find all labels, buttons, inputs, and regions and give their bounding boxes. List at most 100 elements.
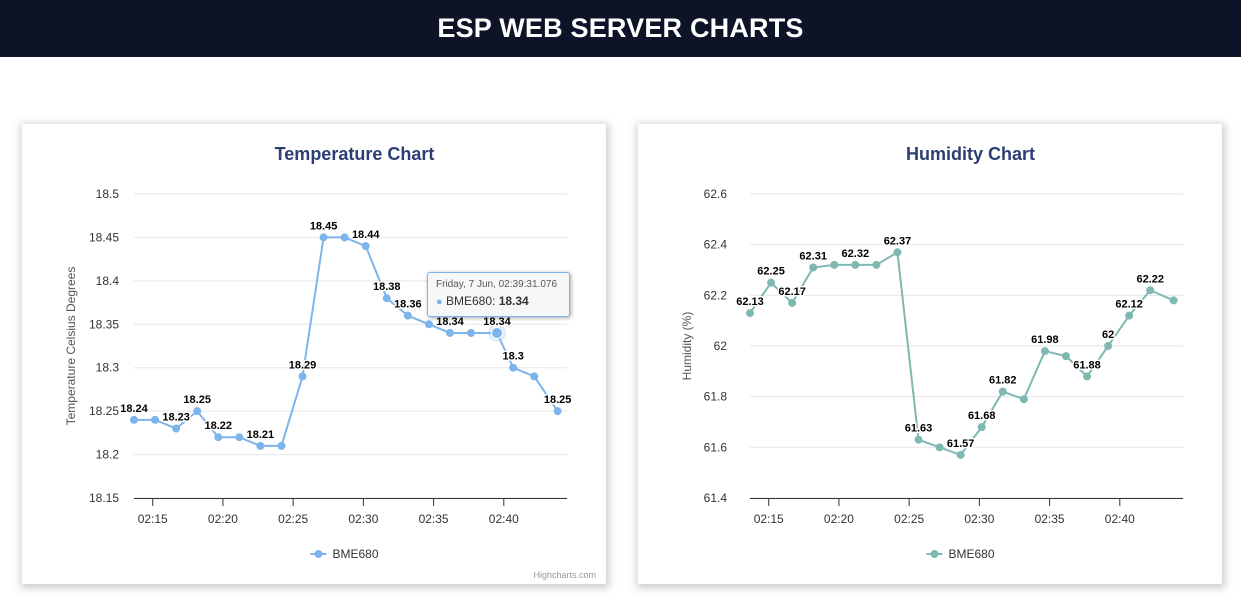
- data-label: 62.37: [884, 235, 912, 247]
- data-point[interactable]: [893, 248, 902, 257]
- data-point[interactable]: [530, 372, 539, 381]
- data-point[interactable]: [1169, 296, 1178, 305]
- tooltip-header: Friday, 7 Jun, 02:39:31.076: [436, 279, 558, 290]
- x-tick-label: 02:20: [824, 512, 854, 526]
- data-point[interactable]: [956, 450, 965, 459]
- data-label: 61.57: [947, 438, 975, 450]
- data-point[interactable]: [1104, 342, 1113, 350]
- page-title: ESP WEB SERVER CHARTS: [437, 13, 804, 43]
- data-label: 61.82: [989, 375, 1017, 387]
- x-tick-label: 02:15: [138, 512, 168, 526]
- x-tick-label: 02:25: [894, 512, 924, 526]
- x-tick-label: 02:35: [1035, 512, 1065, 526]
- y-axis-title: Temperature Celsius Degrees: [64, 267, 78, 426]
- data-point[interactable]: [1083, 372, 1092, 381]
- data-point[interactable]: [298, 372, 307, 381]
- data-label: 62.31: [799, 250, 827, 262]
- data-point[interactable]: [788, 298, 797, 307]
- data-label: 62.17: [778, 286, 806, 298]
- data-label: 18.21: [247, 429, 275, 441]
- data-point[interactable]: [1061, 352, 1070, 361]
- data-label: 61.98: [1031, 334, 1059, 346]
- series-line: [749, 251, 1175, 456]
- data-point[interactable]: [1146, 286, 1155, 295]
- data-point[interactable]: [382, 294, 391, 303]
- data-point[interactable]: [872, 260, 881, 269]
- y-tick-label: 62: [714, 339, 728, 353]
- x-tick-label: 02:35: [419, 512, 449, 526]
- data-point[interactable]: [130, 415, 138, 424]
- data-point[interactable]: [977, 423, 986, 432]
- x-tick-label: 02:40: [489, 512, 519, 526]
- y-tick-label: 62.2: [704, 288, 728, 302]
- data-label: 18.22: [204, 420, 232, 432]
- data-label: 62.25: [757, 266, 785, 278]
- data-point[interactable]: [1040, 347, 1049, 356]
- data-point[interactable]: [809, 263, 818, 272]
- data-point[interactable]: [830, 260, 839, 269]
- data-label: 18.25: [183, 394, 211, 406]
- data-label: 18.38: [373, 281, 401, 293]
- data-point[interactable]: [445, 328, 454, 337]
- y-tick-label: 62.4: [704, 238, 728, 252]
- y-tick-label: 61.6: [704, 440, 728, 454]
- data-point[interactable]: [509, 363, 518, 372]
- y-tick-label: 18.4: [96, 274, 120, 288]
- legend-item-label[interactable]: BME680: [949, 547, 995, 561]
- y-tick-label: 18.3: [96, 361, 120, 375]
- data-point[interactable]: [553, 407, 562, 416]
- data-point[interactable]: [403, 311, 412, 320]
- data-point[interactable]: [491, 326, 504, 339]
- data-point[interactable]: [319, 233, 328, 242]
- legend-marker-icon[interactable]: [314, 550, 323, 558]
- y-axis-title: Humidity (%): [680, 312, 694, 381]
- humidity-chart[interactable]: Humidity Chart 61.4 61.6 61.8 62 62.2 62.4 62.6…: [638, 124, 1222, 584]
- chart-title: Humidity Chart: [906, 144, 1035, 164]
- data-point[interactable]: [361, 242, 370, 251]
- y-tick-label: 18.25: [89, 404, 119, 418]
- legend-item-label[interactable]: BME680: [333, 547, 379, 561]
- highcharts-credits-link[interactable]: Highcharts.com: [533, 570, 596, 580]
- data-point[interactable]: [235, 433, 244, 442]
- chart-title: Temperature Chart: [275, 144, 435, 164]
- data-point[interactable]: [424, 320, 433, 329]
- data-point[interactable]: [256, 441, 265, 450]
- x-tick-label: 02:15: [754, 512, 784, 526]
- data-label: 61.63: [905, 423, 933, 435]
- data-label: 62.32: [842, 248, 870, 260]
- x-tick-label: 02:30: [964, 512, 994, 526]
- data-label: 62.12: [1115, 299, 1143, 311]
- x-tick-label: 02:30: [348, 512, 378, 526]
- legend-marker-icon[interactable]: [930, 550, 939, 558]
- data-point[interactable]: [935, 443, 944, 452]
- temperature-chart-card: Temperature Chart 18.15 18.2 18.25 18.3 18.35…: [22, 124, 606, 584]
- data-point[interactable]: [1019, 395, 1028, 404]
- data-point[interactable]: [998, 387, 1007, 396]
- data-label: 62.22: [1136, 273, 1164, 285]
- y-tick-label: 18.2: [96, 448, 120, 462]
- data-label: 18.24: [120, 403, 148, 415]
- y-tick-label: 62.6: [704, 187, 728, 201]
- data-label: 62: [1102, 329, 1114, 341]
- data-label: 61.88: [1073, 359, 1101, 371]
- x-tick-label: 02:20: [208, 512, 238, 526]
- data-label: 62.13: [736, 296, 764, 308]
- tooltip-series-dot-icon: ●: [436, 296, 443, 308]
- data-point[interactable]: [340, 233, 349, 242]
- tooltip-body: ● BME680: 18.34: [436, 294, 529, 308]
- data-point[interactable]: [151, 415, 160, 424]
- data-point[interactable]: [214, 433, 223, 442]
- data-point[interactable]: [193, 407, 202, 416]
- data-point[interactable]: [746, 309, 754, 318]
- y-tick-label: 18.45: [89, 230, 119, 244]
- data-point[interactable]: [767, 278, 776, 287]
- data-point[interactable]: [467, 328, 476, 337]
- data-point[interactable]: [277, 441, 286, 450]
- data-point[interactable]: [1125, 311, 1134, 320]
- temperature-chart[interactable]: Temperature Chart 18.15 18.2 18.25 18.3 18.35…: [22, 124, 606, 584]
- data-point[interactable]: [851, 260, 860, 269]
- data-point[interactable]: [914, 435, 923, 444]
- data-point[interactable]: [172, 424, 181, 433]
- y-tick-label: 61.4: [704, 491, 728, 505]
- y-tick-label: 18.5: [96, 187, 120, 201]
